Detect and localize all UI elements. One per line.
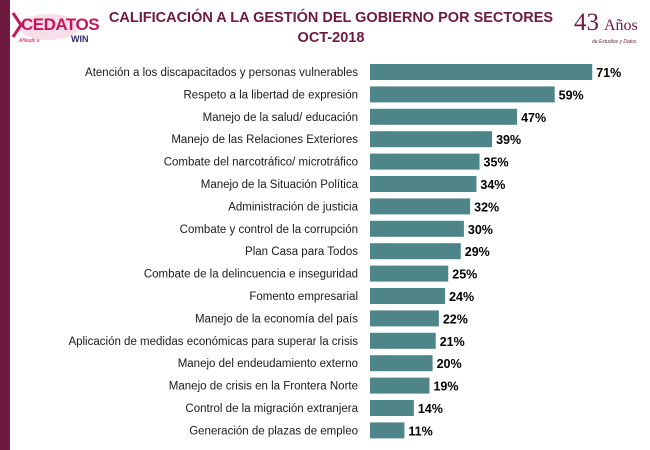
- cedatos-logo: CEDATOS Afiliado a WIN: [9, 7, 100, 47]
- category-label: Manejo de la Situación Política: [201, 179, 359, 191]
- value-label: 25%: [452, 268, 477, 282]
- value-label: 24%: [449, 290, 474, 304]
- logo-affiliate-text: Afiliado a: [19, 38, 40, 44]
- value-label: 34%: [480, 178, 505, 192]
- bar: [370, 176, 477, 192]
- value-label: 30%: [468, 223, 493, 237]
- value-label: 14%: [418, 402, 443, 416]
- bar: [370, 355, 433, 372]
- value-label: 39%: [496, 133, 521, 147]
- bar: [370, 422, 405, 439]
- category-label: Fomento empresarial: [249, 291, 358, 303]
- value-label: 35%: [484, 156, 509, 170]
- category-label: Manejo del endeudamiento externo: [178, 358, 358, 370]
- category-label: Administración de justicia: [228, 201, 358, 213]
- bar: [370, 108, 518, 125]
- bar: [370, 198, 471, 215]
- category-label: Manejo de crisis en la Frontera Norte: [169, 381, 358, 393]
- category-label: Manejo de la economía del país: [195, 313, 358, 325]
- category-label: Combate de la delincuencia e inseguridad: [144, 269, 358, 281]
- bar: [370, 220, 464, 237]
- value-label: 59%: [559, 88, 584, 102]
- category-label: Aplicación de medidas económicas para su…: [68, 336, 358, 348]
- bar: [370, 243, 461, 260]
- category-label: Combate y control de la corrupción: [180, 224, 358, 236]
- value-label: 22%: [443, 312, 468, 326]
- logo-text: CEDATOS: [21, 15, 100, 34]
- category-label: Generación de plazas de empleo: [189, 425, 358, 437]
- category-label: Plan Casa para Todos: [245, 246, 358, 258]
- bar: [370, 400, 414, 416]
- value-label: 47%: [521, 111, 546, 125]
- logo-globe-icon: [11, 12, 79, 40]
- value-label: 32%: [474, 200, 499, 214]
- anniversary-number: 43: [574, 9, 599, 36]
- chart-title: CALIFICACIÓN A LA GESTIÓN DEL GOBIERNO P…: [108, 10, 554, 26]
- value-label: 19%: [433, 380, 458, 394]
- bar: [370, 64, 593, 80]
- value-label: 29%: [465, 245, 490, 259]
- value-label: 11%: [408, 424, 432, 438]
- category-label: Respeto a la libertad de expresión: [183, 89, 358, 101]
- bar: [370, 288, 446, 304]
- category-label: Atención a los discapacitados y personas…: [85, 67, 358, 79]
- bar: [370, 131, 493, 148]
- sidebar-stripe: [0, 0, 10, 450]
- category-label: Manejo de la salud/ educación: [203, 112, 358, 124]
- value-label: 20%: [437, 357, 462, 371]
- value-label: 71%: [596, 66, 621, 80]
- bar: [370, 86, 555, 103]
- category-label: Manejo de las Relaciones Exteriores: [171, 134, 358, 146]
- chart-subtitle: OCT-2018: [297, 30, 365, 46]
- bar: [370, 377, 430, 394]
- bar: [370, 310, 439, 327]
- category-label: Combate del narcotráfico/ microtráfico: [164, 157, 358, 169]
- bar: [370, 332, 436, 349]
- bar: [370, 265, 449, 282]
- bar: [370, 153, 480, 170]
- category-label: Control de la migración extranjera: [185, 403, 358, 415]
- anniversary-subtitle: de Estudios y Datos: [592, 39, 637, 45]
- logo-partner-text: WIN: [71, 34, 89, 44]
- anniversary-word: Años: [604, 17, 638, 34]
- value-label: 21%: [440, 335, 465, 349]
- anniversary-badge: 43 Años de Estudios y Datos: [574, 9, 642, 45]
